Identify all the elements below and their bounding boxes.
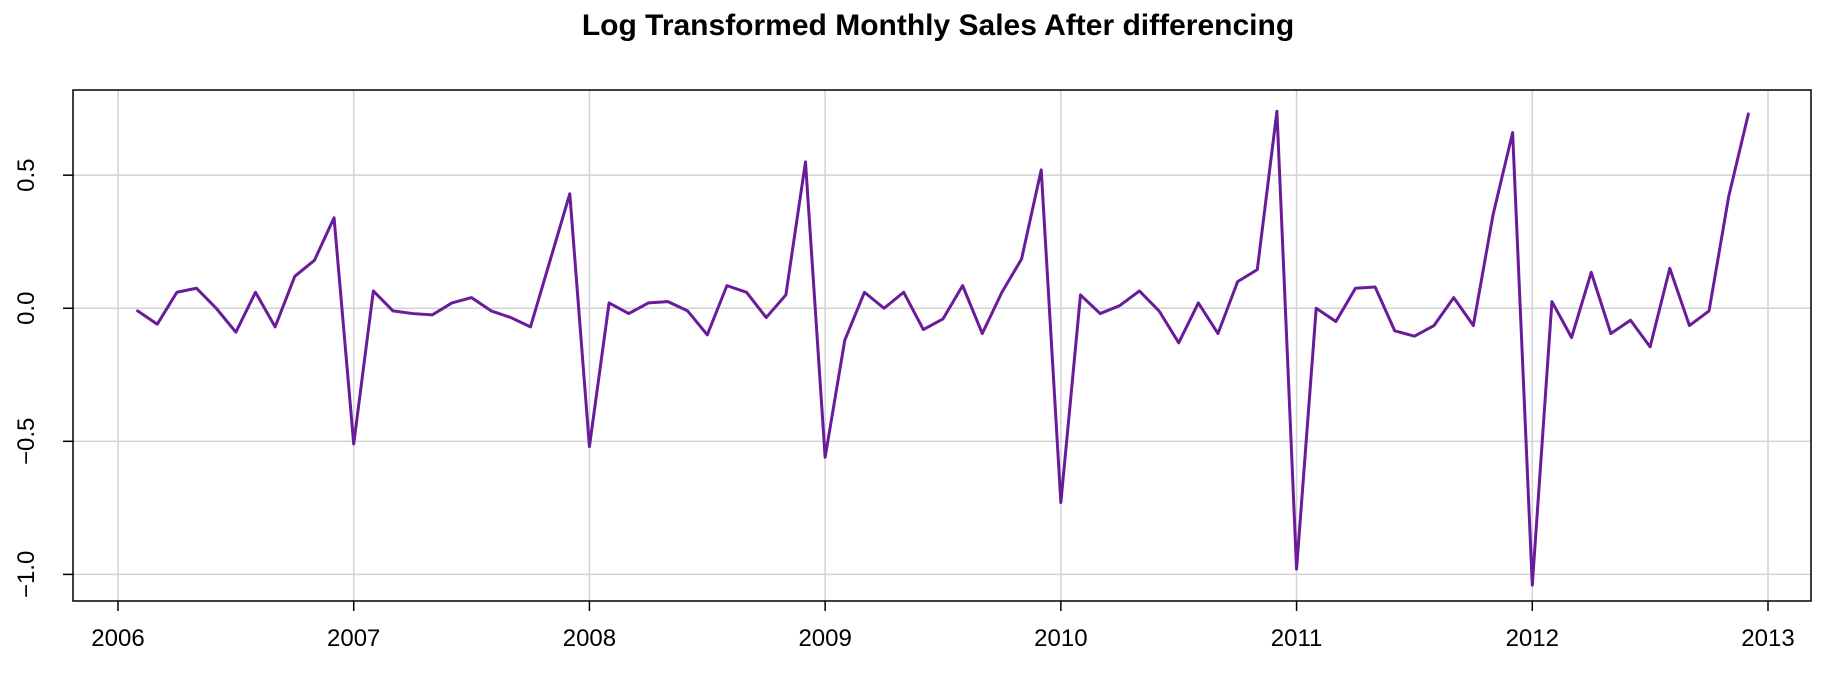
x-tick-label: 2006 <box>91 625 144 652</box>
y-tick-label: 0.5 <box>13 158 40 191</box>
x-tick-label: 2013 <box>1741 625 1794 652</box>
y-tick-label: −1.0 <box>13 551 40 598</box>
x-tick-label: 2008 <box>563 625 616 652</box>
x-axis: 2006 2007 2008 2009 2010 2011 2012 2013 <box>91 601 1795 652</box>
chart-title: Log Transformed Monthly Sales After diff… <box>582 9 1294 42</box>
plot-frame <box>72 89 1812 602</box>
x-tick-label: 2011 <box>1271 625 1323 652</box>
gridlines <box>73 90 1811 601</box>
x-tick-label: 2012 <box>1506 625 1559 652</box>
y-axis: −1.0 −0.5 0.0 0.5 <box>13 158 73 598</box>
x-tick-label: 2010 <box>1034 625 1087 652</box>
x-tick-label: 2007 <box>327 625 380 652</box>
series-layer <box>136 109 1750 587</box>
y-tick-label: −0.5 <box>13 418 40 465</box>
series-line-0 <box>136 109 1750 587</box>
y-tick-label: 0.0 <box>13 292 40 325</box>
x-tick-label: 2009 <box>798 625 851 652</box>
